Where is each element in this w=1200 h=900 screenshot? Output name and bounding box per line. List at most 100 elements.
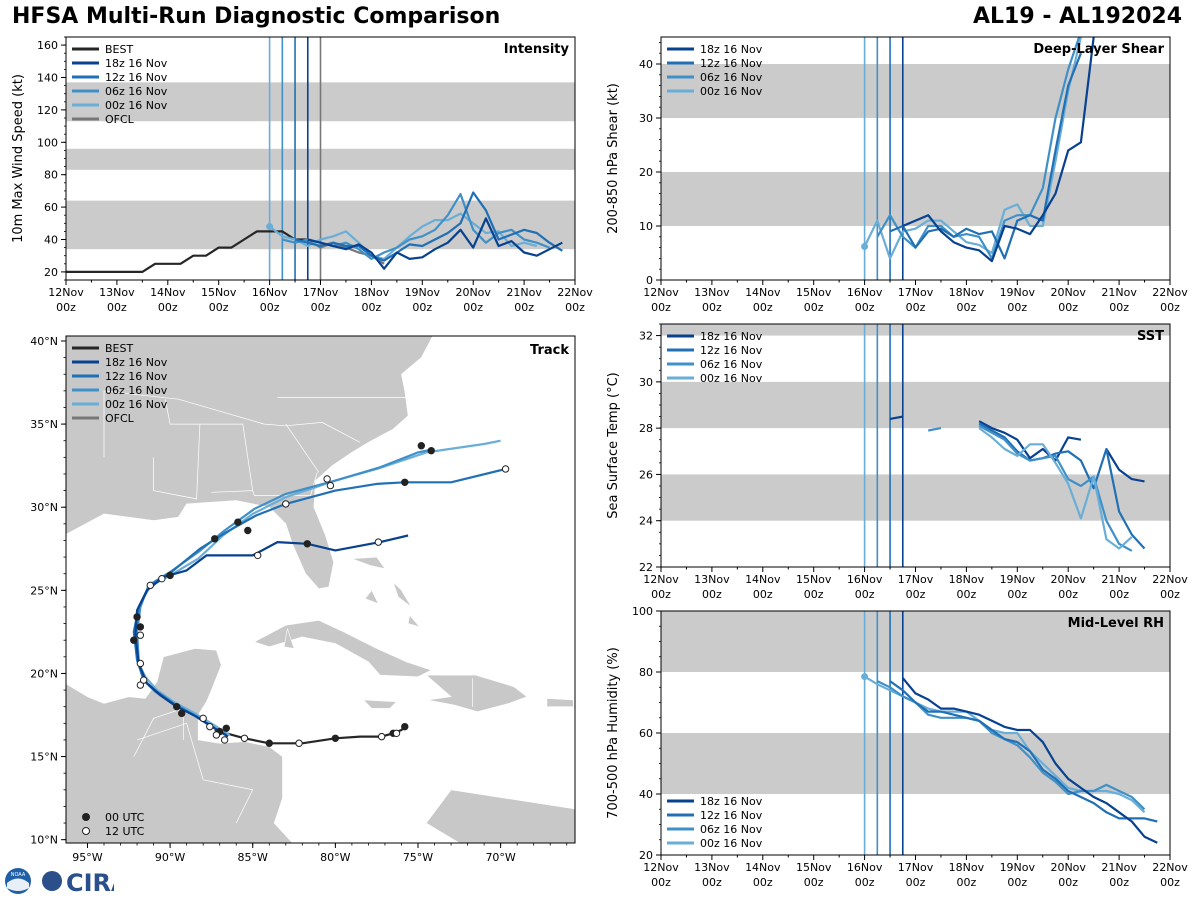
- track-marker-12utc: [136, 631, 145, 639]
- rh-x-tick-hour: 00z: [702, 876, 722, 889]
- track-map-group: [66, 336, 575, 843]
- intensity-series-best: [66, 230, 308, 273]
- intensity-x-tick-hour: 00z: [565, 301, 585, 314]
- shear-x-tick-hour: 00z: [702, 301, 722, 314]
- rh-legend-label-00z-16-nov: 00z 16 Nov: [700, 837, 763, 850]
- sst-band-2: [661, 324, 1170, 336]
- intensity-panel: 20 40 60 80 100 120 140 160 12Nov 00z 13Nov 00z 14No…: [11, 36, 593, 314]
- state-border-line: [285, 423, 320, 473]
- rh-x-tick-day: 12Nov: [643, 861, 679, 874]
- land-united-states: [66, 336, 434, 590]
- track-marker-12utc: [374, 538, 383, 546]
- intensity-x-tick-hour: 00z: [260, 301, 280, 314]
- sst-series-06z-16-nov-seg0: [927, 427, 942, 432]
- rh-x-tick-hour: 00z: [651, 876, 671, 889]
- noaa-badge-text: NOAA: [11, 872, 26, 878]
- rh-x-tick-day: 13Nov: [694, 861, 730, 874]
- intensity-y-tick-label: 120: [37, 104, 58, 117]
- sst-series-00z-16-nov: [978, 427, 1133, 550]
- track-marker-00utc: [417, 442, 426, 450]
- shear-y-tick-label: 40: [639, 58, 653, 71]
- track-legend-label-00z-16-nov: 00z 16 Nov: [105, 398, 168, 411]
- sst-y-tick-label: 32: [639, 330, 653, 343]
- sst-x-tick-hour: 00z: [855, 588, 875, 601]
- rh-x-tick-hour: 00z: [1160, 876, 1180, 889]
- intensity-y-tick-label: 140: [37, 72, 58, 85]
- shear-x-tick-hour: 00z: [651, 301, 671, 314]
- shear-y-tick-label: 20: [639, 166, 653, 179]
- rh-y-tick-label: 20: [639, 849, 653, 862]
- intensity-x-tick-day: 14Nov: [150, 286, 186, 299]
- shear-panel: 0 10 20 30 40 12Nov 00z 13Nov 00z 14Nov 00z 15Nov 00…: [606, 36, 1188, 314]
- intensity-legend-label-best: BEST: [105, 43, 133, 56]
- shear-x-tick-hour: 00z: [1007, 301, 1027, 314]
- shear-x-tick-hour: 00z: [906, 301, 926, 314]
- rh-x-tick-day: 15Nov: [796, 861, 832, 874]
- rh-x-tick-hour: 00z: [1058, 876, 1078, 889]
- track-marker-12utc: [199, 714, 207, 723]
- rh-y-tick-label: 60: [639, 727, 653, 740]
- intensity-x-tick-day: 12Nov: [48, 286, 84, 299]
- track-y-tick-label: 30°N: [30, 501, 58, 514]
- track-marker-00utc: [173, 702, 181, 711]
- sst-y-tick-label: 24: [639, 515, 653, 528]
- track-y-tick-label: 40°N: [30, 335, 58, 348]
- intensity-legend-label-ofcl: OFCL: [105, 113, 135, 126]
- shear-legend-label-12z-16-nov: 12z 16 Nov: [700, 57, 763, 70]
- sst-x-tick-day: 20Nov: [1050, 573, 1086, 586]
- shear-x-tick-day: 12Nov: [643, 286, 679, 299]
- track-legend-label-18z-16-nov: 18z 16 Nov: [105, 356, 168, 369]
- rh-y-tick-label: 40: [639, 788, 653, 801]
- rh-x-tick-day: 21Nov: [1101, 861, 1137, 874]
- land-grand-bahama: [351, 556, 386, 570]
- intensity-x-tick-hour: 00z: [209, 301, 229, 314]
- track-marker-12utc: [136, 659, 145, 668]
- shear-series-00z-16-nov: [863, 37, 1082, 260]
- track-marker-00utc: [303, 540, 311, 548]
- storm-id-title: AL19 - AL192024: [973, 4, 1182, 29]
- intensity-x-tick-hour: 00z: [362, 301, 382, 314]
- track-y-tick-label: 10°N: [30, 834, 58, 847]
- intensity-y-tick-label: 160: [37, 39, 58, 52]
- track-marker-legend-open: [82, 827, 90, 835]
- cira-logo: NOAA CIRA: [4, 866, 114, 896]
- track-marker-12utc: [139, 676, 148, 684]
- rh-x-tick-hour: 00z: [1109, 876, 1129, 889]
- sst-x-tick-day: 13Nov: [694, 573, 730, 586]
- sst-x-tick-hour: 00z: [1109, 588, 1129, 601]
- sst-y-tick-label: 28: [639, 422, 653, 435]
- track-marker-00utc: [401, 722, 409, 731]
- intensity-x-tick-day: 20Nov: [455, 286, 491, 299]
- track-marker-12utc: [392, 729, 401, 737]
- track-marker-legend-label: 12 UTC: [105, 825, 145, 838]
- track-marker-12utc: [282, 500, 290, 508]
- sst-series-18z-16-nov-seg0: [889, 415, 903, 420]
- shear-x-tick-hour: 00z: [753, 301, 773, 314]
- sst-x-tick-day: 14Nov: [745, 573, 781, 586]
- sst-series-group: [889, 415, 1146, 552]
- track-marker-12utc: [136, 681, 145, 689]
- track-y-tick-label: 35°N: [30, 418, 58, 431]
- sst-x-tick-hour: 00z: [804, 588, 824, 601]
- intensity-y-tick-label: 20: [44, 266, 58, 279]
- rh-panel: 20 40 60 80 100 12Nov 00z 13Nov 00z 14Nov 00z 15Nov…: [606, 605, 1188, 889]
- track-marker-00utc: [331, 734, 340, 742]
- shear-y-axis-label: 200-850 hPa Shear (kt): [606, 83, 621, 234]
- intensity-x-tick-hour: 00z: [158, 301, 178, 314]
- shear-x-tick-hour: 00z: [957, 301, 977, 314]
- track-marker-12utc: [377, 732, 386, 741]
- track-x-tick-label: 75°W: [403, 851, 433, 864]
- sst-x-tick-hour: 00z: [651, 588, 671, 601]
- sst-y-axis-label: Sea Surface Temp (°C): [606, 372, 621, 519]
- rh-x-tick-day: 17Nov: [898, 861, 934, 874]
- track-x-tick-label: 95°W: [72, 851, 102, 864]
- intensity-legend-label-06z-16-nov: 06z 16 Nov: [105, 85, 168, 98]
- land-puerto-rico: [546, 698, 574, 708]
- track-legend-label-ofcl: OFCL: [105, 412, 135, 425]
- track-marker-00utc: [136, 623, 145, 631]
- sst-panel: 22 24 26 28 30 32 12Nov 00z 13Nov 00z 14Nov 00z 15No…: [606, 323, 1188, 601]
- rh-y-axis-label: 700-500 hPa Humidity (%): [606, 647, 621, 819]
- land-andros: [364, 589, 379, 605]
- track-legend-label-best: BEST: [105, 342, 133, 355]
